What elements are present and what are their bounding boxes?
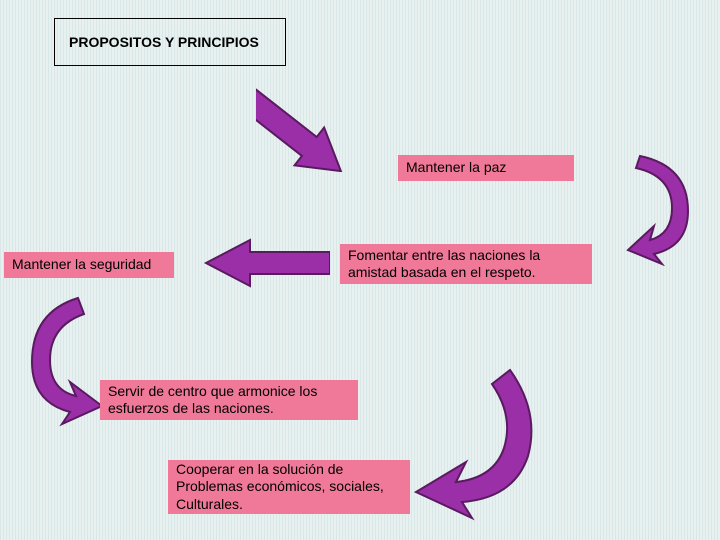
box-fomentar-text: Fomentar entre las naciones la amistad b… (348, 247, 540, 282)
box-fomentar: Fomentar entre las naciones la amistad b… (340, 244, 592, 284)
box-paz-text: Mantener la paz (406, 159, 506, 177)
arrow-fomentar-to-seguridad (200, 238, 330, 288)
box-paz: Mantener la paz (398, 155, 574, 181)
box-seguridad: Mantener la seguridad (4, 252, 174, 278)
arrow-title-to-paz (256, 62, 396, 172)
box-servir-text: Servir de centro que armonice los esfuer… (108, 383, 317, 418)
box-cooperar-text: Cooperar en la solución de Problemas eco… (176, 461, 384, 514)
box-servir: Servir de centro que armonice los esfuer… (100, 380, 358, 420)
title-box: PROPOSITOS Y PRINCIPIOS (54, 18, 286, 66)
box-cooperar: Cooperar en la solución de Problemas eco… (168, 460, 410, 514)
title-text: PROPOSITOS Y PRINCIPIOS (69, 34, 259, 50)
curved-arrow-right (610, 146, 700, 266)
box-seguridad-text: Mantener la seguridad (12, 256, 151, 274)
